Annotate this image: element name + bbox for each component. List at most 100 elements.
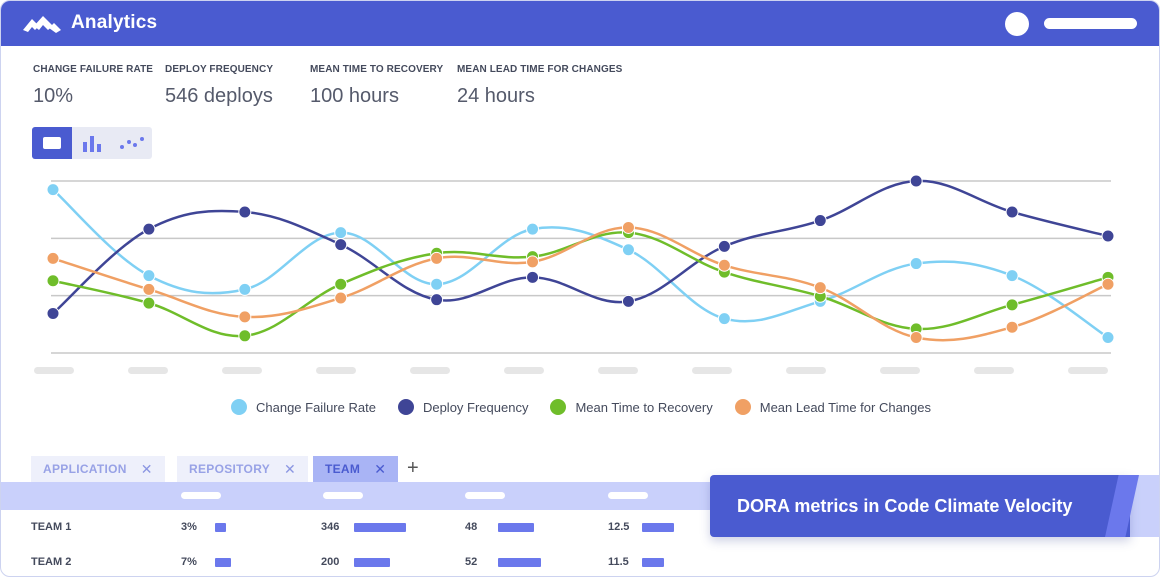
- metric-change-failure-rate: CHANGE FAILURE RATE 10%: [33, 64, 153, 108]
- filter-label: REPOSITORY: [189, 462, 271, 476]
- data-point-series-1: [621, 294, 635, 308]
- x-tick-label-placeholder: [692, 367, 732, 374]
- legend-item-mean-time-to-recovery[interactable]: Mean Time to Recovery: [550, 399, 713, 415]
- deploys-value: 346: [321, 521, 340, 533]
- column-header-placeholder: [181, 492, 221, 499]
- legend-dot: [397, 399, 414, 415]
- user-name-placeholder[interactable]: [1044, 18, 1137, 29]
- data-point-series-0: [526, 222, 540, 236]
- data-point-series-2: [142, 296, 156, 310]
- lead-time-bar: [642, 558, 664, 567]
- data-point-series-1: [1101, 229, 1115, 243]
- bar-chart-view-button[interactable]: [72, 127, 112, 159]
- mttr-bar: [498, 523, 534, 532]
- data-point-series-1: [813, 214, 827, 228]
- banner-text: DORA metrics in Code Climate Velocity: [737, 496, 1073, 516]
- lead-time-value: 11.5: [608, 556, 629, 568]
- data-point-series-3: [717, 258, 731, 272]
- data-point-series-2: [46, 274, 60, 288]
- legend-item-mean-lead-time[interactable]: Mean Lead Time for Changes: [734, 399, 931, 415]
- legend-label: Change Failure Rate: [255, 399, 376, 415]
- metric-value: 24 hours: [457, 85, 535, 107]
- app-logo-icon: [23, 16, 61, 33]
- data-point-series-1: [909, 174, 923, 188]
- data-point-series-3: [238, 310, 252, 324]
- user-avatar[interactable]: [1005, 12, 1029, 36]
- data-point-series-2: [334, 277, 348, 291]
- filter-tab-team[interactable]: TEAM ✕: [313, 456, 399, 482]
- data-point-series-3: [430, 251, 444, 265]
- close-icon[interactable]: ✕: [374, 460, 387, 477]
- data-point-series-3: [1005, 320, 1019, 334]
- dora-line-chart: [34, 174, 1115, 374]
- data-point-series-2: [1005, 298, 1019, 312]
- series-line-3: [52, 226, 1109, 342]
- data-point-series-0: [621, 243, 635, 257]
- data-point-series-1: [142, 222, 156, 236]
- metric-label: DEPLOY FREQUENCY: [165, 64, 274, 75]
- data-point-series-1: [238, 205, 252, 219]
- deploys-bar: [354, 523, 406, 532]
- metric-value: 10%: [33, 85, 74, 107]
- deploys-bar: [354, 558, 390, 567]
- legend-item-change-failure-rate[interactable]: Change Failure Rate: [230, 399, 376, 415]
- x-tick-label-placeholder: [1068, 367, 1108, 374]
- scatter-plot-icon: [120, 137, 144, 149]
- filter-label: TEAM: [325, 462, 361, 476]
- data-point-series-1: [46, 306, 60, 320]
- data-point-series-1: [1005, 205, 1019, 219]
- filter-tab-application[interactable]: APPLICATION ✕: [31, 456, 165, 482]
- legend-dot: [230, 399, 247, 415]
- legend-label: Deploy Frequency: [422, 399, 529, 415]
- legend-dot: [550, 399, 567, 415]
- data-point-series-1: [526, 270, 540, 284]
- table-row[interactable]: TEAM 2 7% 200 52 11.5: [1, 552, 1159, 576]
- mttr-value: 48: [465, 521, 478, 533]
- metric-label: MEAN LEAD TIME FOR CHANGES: [457, 64, 623, 75]
- data-point-series-2: [238, 329, 252, 343]
- scatter-view-button[interactable]: [112, 127, 152, 159]
- data-point-series-3: [334, 291, 348, 305]
- metric-value: 100 hours: [310, 85, 399, 107]
- data-point-series-0: [1101, 331, 1115, 345]
- deploys-value: 200: [321, 556, 340, 568]
- team-name: TEAM 2: [31, 556, 72, 568]
- close-icon[interactable]: ✕: [140, 460, 153, 477]
- filter-tab-repository[interactable]: REPOSITORY ✕: [177, 456, 309, 482]
- data-point-series-0: [430, 277, 444, 291]
- add-filter-button[interactable]: +: [407, 457, 419, 479]
- x-tick-label-placeholder: [410, 367, 450, 374]
- data-point-series-3: [142, 282, 156, 296]
- data-point-series-3: [46, 251, 60, 265]
- chart-legend: Change Failure Rate Deploy Frequency Mea…: [1, 399, 1159, 415]
- filter-label: APPLICATION: [43, 462, 127, 476]
- metric-mean-time-to-recovery: MEAN TIME TO RECOVERY 100 hours: [310, 64, 443, 108]
- x-tick-label-placeholder: [34, 367, 74, 374]
- cfr-value: 3%: [181, 521, 197, 533]
- data-point-series-0: [142, 269, 156, 283]
- table-row[interactable]: TEAM 1 3% 346 48 12.5: [1, 517, 1159, 547]
- data-point-series-0: [909, 257, 923, 271]
- data-point-series-1: [334, 238, 348, 252]
- data-point-series-0: [46, 183, 60, 197]
- metric-value: 546 deploys: [165, 85, 273, 107]
- x-tick-label-placeholder: [786, 367, 826, 374]
- card-view-button[interactable]: [32, 127, 72, 159]
- x-tick-label-placeholder: [974, 367, 1014, 374]
- data-point-series-1: [430, 293, 444, 307]
- x-tick-label-placeholder: [598, 367, 638, 374]
- cfr-bar: [215, 558, 231, 567]
- data-point-series-0: [238, 282, 252, 296]
- data-point-series-3: [813, 281, 827, 295]
- lead-time-value: 12.5: [608, 521, 630, 533]
- app-title: Analytics: [71, 12, 158, 33]
- data-point-series-0: [717, 312, 731, 326]
- mttr-value: 52: [465, 556, 478, 568]
- column-header-placeholder: [465, 492, 505, 499]
- metric-deploy-frequency: DEPLOY FREQUENCY 546 deploys: [165, 64, 273, 108]
- column-header-placeholder: [323, 492, 363, 499]
- close-icon[interactable]: ✕: [284, 460, 297, 477]
- x-tick-label-placeholder: [880, 367, 920, 374]
- x-tick-label-placeholder: [316, 367, 356, 374]
- legend-item-deploy-frequency[interactable]: Deploy Frequency: [397, 399, 529, 415]
